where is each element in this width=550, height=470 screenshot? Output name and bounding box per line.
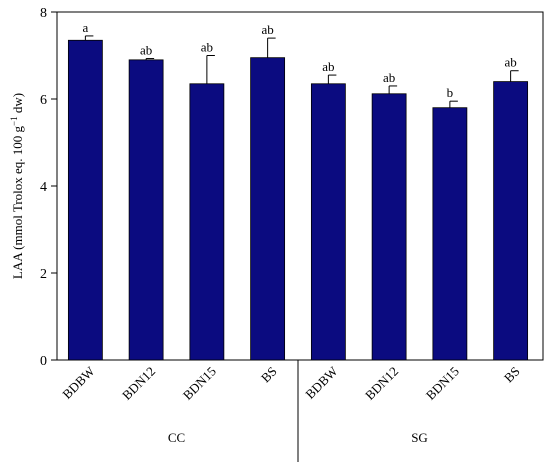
- significance-label: ab: [140, 43, 152, 58]
- x-tick-label: BDN15: [180, 364, 219, 403]
- bar: [128, 59, 164, 361]
- bar: [189, 83, 225, 361]
- significance-label: ab: [261, 22, 273, 37]
- significance-label: ab: [383, 70, 395, 85]
- bar: [250, 57, 286, 361]
- significance-label: ab: [322, 59, 334, 74]
- x-tick-label: BDN12: [119, 364, 158, 403]
- significance-label: ab: [504, 55, 516, 70]
- bar: [432, 107, 468, 361]
- y-axis-label-end: dw): [10, 93, 25, 116]
- group-label: SG: [411, 430, 428, 445]
- x-tick-label: BS: [501, 364, 523, 386]
- y-tick-label: 0: [40, 354, 47, 369]
- x-tick-label: BDN12: [362, 364, 401, 403]
- significance-label: b: [447, 85, 454, 100]
- y-tick-label: 4: [40, 180, 47, 195]
- bar: [67, 39, 103, 361]
- x-tick-label: BDN15: [423, 364, 462, 403]
- y-axis-label: LAA (mmol Trolox eq. 100 g−1 dw): [9, 93, 25, 279]
- significance-label: ab: [201, 40, 213, 55]
- x-tick-label: BS: [258, 364, 280, 386]
- y-tick-label: 2: [40, 267, 47, 282]
- axes: 0 2 4 6 8: [40, 6, 544, 462]
- y-axis-label-sup: −1: [9, 116, 19, 126]
- y-tick-label: 8: [40, 6, 47, 21]
- y-tick-label: 6: [40, 93, 47, 108]
- bar: [493, 81, 529, 361]
- significance-label: a: [82, 20, 88, 35]
- x-tick-label: BDBW: [302, 363, 341, 402]
- x-tick-label: BDBW: [59, 363, 98, 402]
- y-axis-label-main: LAA (mmol Trolox eq. 100 g: [10, 125, 25, 279]
- bar: [371, 93, 407, 361]
- bar: [310, 83, 346, 361]
- bars-layer: [67, 35, 529, 361]
- group-label: CC: [168, 430, 185, 445]
